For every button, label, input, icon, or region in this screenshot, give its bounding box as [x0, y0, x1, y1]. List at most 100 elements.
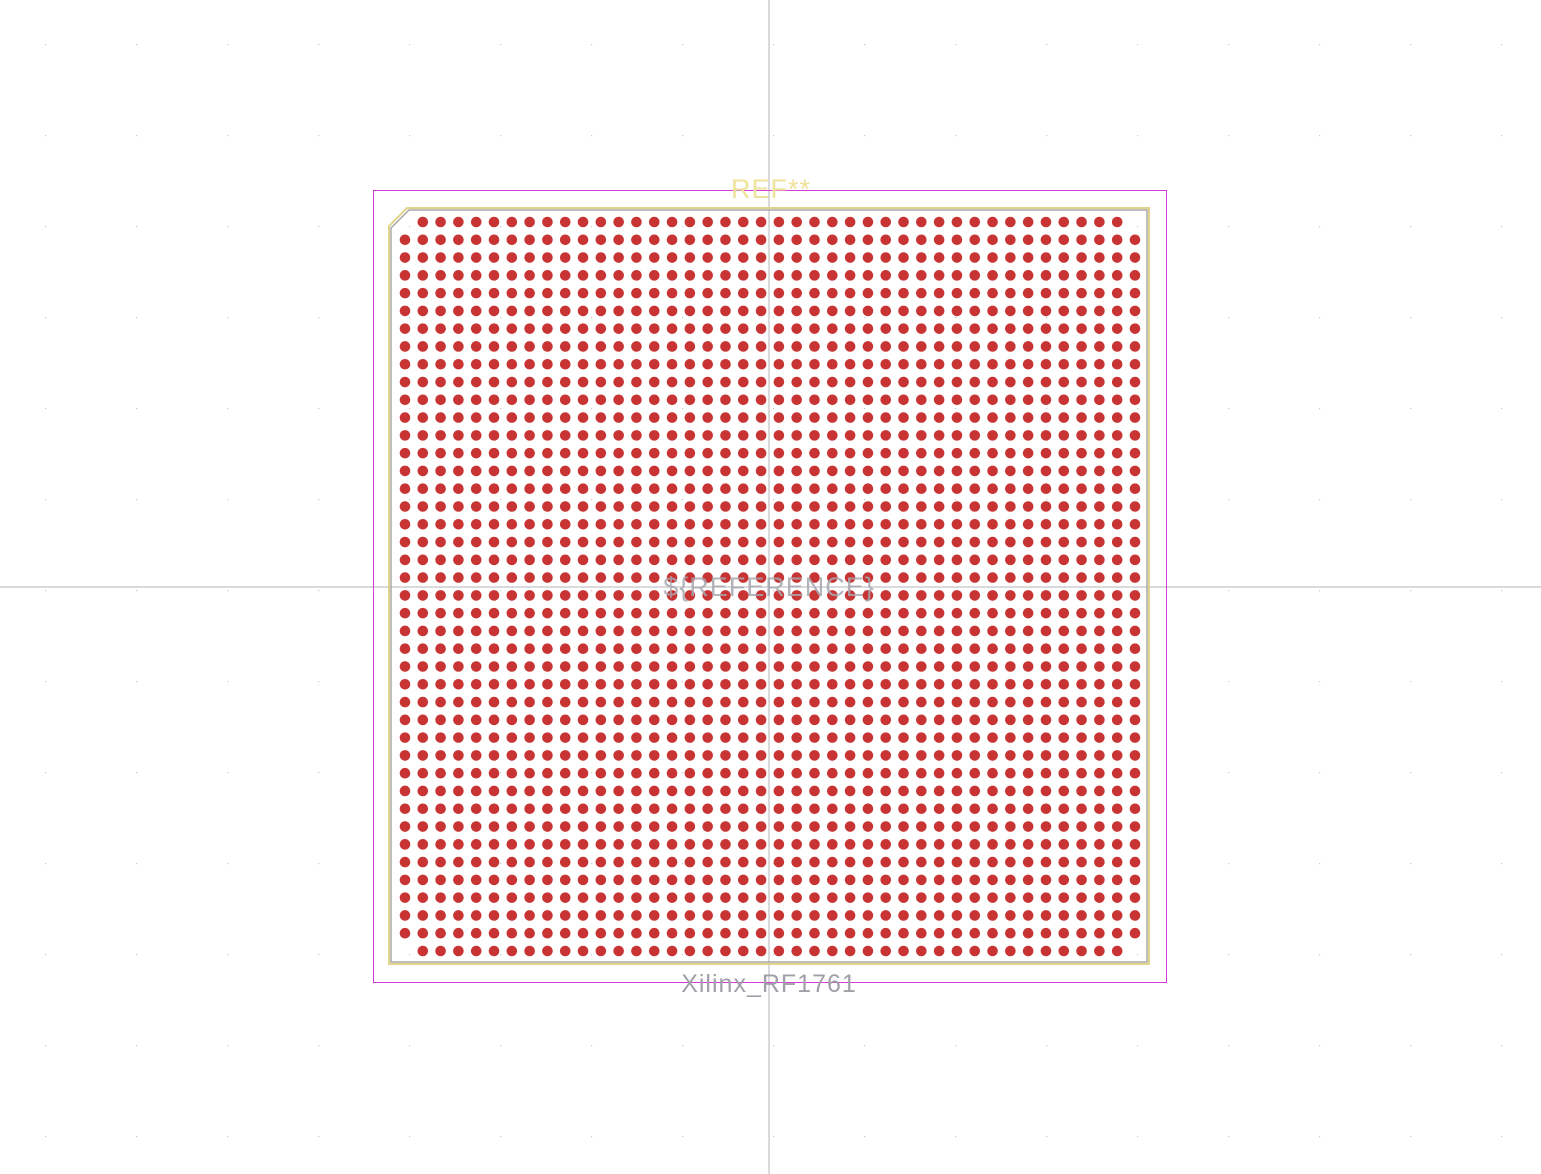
bga-pad[interactable]	[844, 376, 856, 388]
bga-pad[interactable]	[399, 927, 411, 939]
bga-pad[interactable]	[1058, 750, 1070, 761]
bga-pad[interactable]	[417, 607, 429, 619]
bga-pad[interactable]	[506, 394, 518, 406]
bga-pad[interactable]	[1058, 590, 1070, 601]
bga-pad[interactable]	[559, 572, 571, 583]
bga-pad[interactable]	[542, 643, 553, 655]
bga-pad[interactable]	[1022, 341, 1034, 352]
bga-pad[interactable]	[1129, 785, 1141, 797]
bga-pad[interactable]	[666, 874, 678, 886]
bga-pad[interactable]	[577, 270, 589, 281]
bga-pad[interactable]	[488, 216, 500, 228]
bga-pad[interactable]	[862, 554, 874, 566]
bga-pad[interactable]	[613, 856, 624, 868]
bga-pad[interactable]	[417, 305, 429, 317]
bga-pad[interactable]	[399, 732, 411, 743]
bga-pad[interactable]	[417, 483, 429, 495]
bga-pad[interactable]	[1005, 945, 1016, 957]
bga-pad[interactable]	[773, 216, 785, 228]
bga-pad[interactable]	[559, 661, 571, 672]
bga-pad[interactable]	[399, 305, 411, 317]
bga-pad[interactable]	[417, 678, 429, 690]
bga-pad[interactable]	[399, 767, 411, 779]
bga-pad[interactable]	[951, 305, 963, 317]
bga-pad[interactable]	[898, 696, 909, 708]
bga-pad[interactable]	[1005, 376, 1016, 388]
bga-pad[interactable]	[613, 678, 624, 690]
bga-pad[interactable]	[488, 945, 500, 957]
bga-pad[interactable]	[720, 430, 731, 441]
bga-pad[interactable]	[1076, 927, 1087, 939]
bga-pad[interactable]	[648, 447, 660, 459]
bga-pad[interactable]	[862, 216, 874, 228]
bga-pad[interactable]	[1022, 358, 1034, 370]
bga-pad[interactable]	[453, 430, 464, 441]
bga-pad[interactable]	[951, 643, 963, 655]
bga-pad[interactable]	[1005, 607, 1016, 619]
bga-pad[interactable]	[880, 394, 892, 406]
bga-pad[interactable]	[916, 750, 927, 761]
bga-pad[interactable]	[773, 287, 785, 299]
bga-pad[interactable]	[524, 501, 535, 512]
bga-pad[interactable]	[524, 483, 535, 495]
bga-pad[interactable]	[933, 394, 945, 406]
bga-pad[interactable]	[559, 767, 571, 779]
bga-pad[interactable]	[1094, 678, 1105, 690]
bga-pad[interactable]	[1094, 394, 1105, 406]
bga-pad[interactable]	[1129, 661, 1141, 672]
bga-pad[interactable]	[1058, 287, 1070, 299]
bga-pad[interactable]	[773, 661, 785, 672]
bga-pad[interactable]	[1005, 643, 1016, 655]
bga-pad[interactable]	[470, 821, 482, 832]
bga-pad[interactable]	[755, 483, 767, 495]
bga-pad[interactable]	[453, 341, 464, 352]
bga-pad[interactable]	[648, 643, 660, 655]
bga-pad[interactable]	[435, 430, 446, 441]
bga-pad[interactable]	[613, 874, 624, 886]
bga-pad[interactable]	[1058, 732, 1070, 743]
bga-pad[interactable]	[1094, 412, 1105, 423]
bga-pad[interactable]	[613, 465, 624, 477]
bga-pad[interactable]	[933, 732, 945, 743]
bga-pad[interactable]	[666, 785, 678, 797]
bga-pad[interactable]	[1129, 927, 1141, 939]
bga-pad[interactable]	[559, 270, 571, 281]
bga-pad[interactable]	[844, 696, 856, 708]
bga-pad[interactable]	[684, 803, 696, 815]
bga-pad[interactable]	[898, 856, 909, 868]
bga-pad[interactable]	[648, 287, 660, 299]
bga-pad[interactable]	[755, 412, 767, 423]
bga-pad[interactable]	[791, 821, 803, 832]
bga-pad[interactable]	[684, 625, 696, 637]
bga-pad[interactable]	[577, 252, 589, 263]
bga-pad[interactable]	[684, 447, 696, 459]
bga-pad[interactable]	[613, 270, 624, 281]
bga-pad[interactable]	[488, 696, 500, 708]
bga-pad[interactable]	[506, 412, 518, 423]
bga-pad[interactable]	[666, 412, 678, 423]
bga-pad[interactable]	[631, 945, 642, 957]
bga-pad[interactable]	[559, 892, 571, 903]
bga-pad[interactable]	[880, 892, 892, 903]
bga-pad[interactable]	[1022, 252, 1034, 263]
bga-pad[interactable]	[666, 856, 678, 868]
bga-pad[interactable]	[933, 785, 945, 797]
bga-pad[interactable]	[933, 910, 945, 921]
bga-pad[interactable]	[969, 465, 981, 477]
bga-pad[interactable]	[737, 501, 749, 512]
bga-pad[interactable]	[898, 270, 909, 281]
bga-pad[interactable]	[987, 465, 998, 477]
bga-pad[interactable]	[702, 927, 713, 939]
bga-pad[interactable]	[435, 323, 446, 334]
bga-pad[interactable]	[1022, 483, 1034, 495]
bga-pad[interactable]	[684, 785, 696, 797]
bga-pad[interactable]	[453, 287, 464, 299]
bga-pad[interactable]	[1076, 945, 1087, 957]
bga-pad[interactable]	[577, 305, 589, 317]
bga-pad[interactable]	[1111, 643, 1123, 655]
bga-pad[interactable]	[862, 572, 874, 583]
bga-pad[interactable]	[844, 874, 856, 886]
bga-pad[interactable]	[844, 501, 856, 512]
bga-pad[interactable]	[862, 821, 874, 832]
bga-pad[interactable]	[542, 696, 553, 708]
